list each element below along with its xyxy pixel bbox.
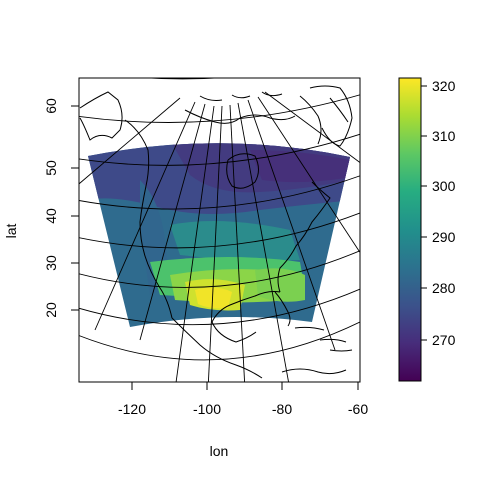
colorbar: 270 280 290 300 310 320 bbox=[398, 77, 456, 382]
meridian-80 bbox=[237, 102, 290, 382]
meridian-70 bbox=[247, 99, 336, 351]
y-axis bbox=[71, 105, 79, 311]
meridian-60 bbox=[257, 96, 360, 254]
map-panel bbox=[79, 78, 360, 382]
parallel-50 bbox=[79, 175, 360, 210]
y-tick-label: 60 bbox=[43, 98, 59, 114]
plot-frame bbox=[78, 77, 361, 383]
x-axis bbox=[131, 382, 359, 390]
meridian-90 bbox=[229, 104, 246, 382]
y-tick-label: 30 bbox=[43, 255, 59, 271]
parallel-30 bbox=[79, 250, 360, 288]
meridian-50 bbox=[264, 91, 360, 164]
meridian-120 bbox=[139, 103, 206, 341]
parallel-40 bbox=[79, 212, 360, 249]
y-tick-label: 50 bbox=[43, 160, 59, 176]
y-tick-label: 20 bbox=[43, 302, 59, 318]
parallel-10 bbox=[79, 321, 360, 361]
colorbar-tick-label: 270 bbox=[432, 332, 456, 348]
colorbar-tick-label: 320 bbox=[432, 78, 456, 94]
x-axis-title: lon bbox=[210, 443, 229, 459]
temperature-raster bbox=[88, 143, 350, 327]
parallel-70 bbox=[79, 94, 360, 123]
x-tick-label: -100 bbox=[193, 401, 221, 417]
y-tick-label: 40 bbox=[43, 208, 59, 224]
parallel-60 bbox=[79, 133, 360, 166]
x-tick-label: -80 bbox=[272, 401, 292, 417]
meridian-130 bbox=[94, 101, 196, 331]
colorbar-tick-label: 290 bbox=[432, 229, 456, 245]
colorbar-tick-label: 300 bbox=[432, 178, 456, 194]
coastlines bbox=[79, 85, 353, 379]
colorbar-ticks bbox=[421, 85, 427, 341]
colorbar-gradient bbox=[398, 77, 422, 382]
y-axis-title: lat bbox=[3, 224, 19, 239]
parallel-80 bbox=[141, 78, 225, 80]
x-tick-label: -60 bbox=[348, 401, 368, 417]
meridian-140 bbox=[79, 97, 181, 185]
meridian-110 bbox=[175, 105, 215, 382]
meridian-100 bbox=[207, 105, 223, 382]
parallel-20 bbox=[79, 288, 360, 326]
x-tick-label: -120 bbox=[118, 401, 146, 417]
colorbar-tick-label: 280 bbox=[432, 280, 456, 296]
graticule bbox=[79, 78, 360, 382]
colorbar-tick-label: 310 bbox=[432, 128, 456, 144]
